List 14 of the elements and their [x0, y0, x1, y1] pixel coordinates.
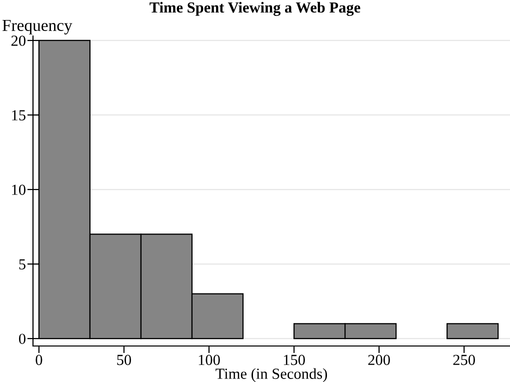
y-tick-label: 15 [12, 110, 26, 120]
y-tick-label: 20 [11, 36, 26, 46]
y-axis-title: Frequency [2, 20, 72, 34]
x-tick-label: 50 [117, 354, 132, 366]
x-tick-label: 150 [284, 354, 305, 366]
y-tick-label: 5 [19, 259, 26, 270]
y-tick-label: 0 [19, 334, 26, 344]
chart-title: Time Spent Viewing a Web Page [150, 2, 360, 16]
x-tick-label: 0 [36, 354, 42, 366]
y-tick-label: 10 [12, 184, 26, 195]
x-tick-label: 100 [198, 354, 220, 366]
x-tick-label: 250 [453, 354, 475, 366]
x-axis-title: Time (in Seconds) [216, 368, 327, 382]
x-tick-label: 200 [368, 354, 390, 366]
